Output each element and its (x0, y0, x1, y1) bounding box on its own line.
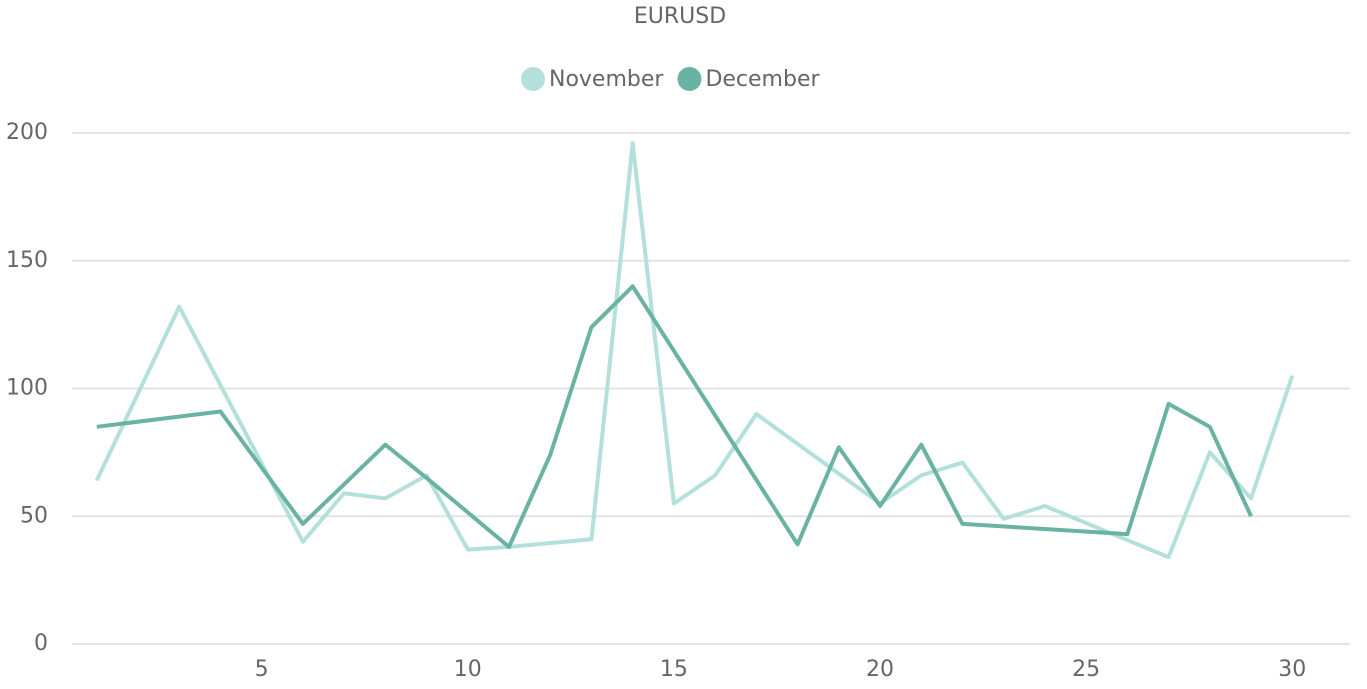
x-tick-label: 25 (1072, 657, 1100, 682)
x-tick-label: 5 (255, 657, 269, 682)
legend-label: November (549, 67, 664, 92)
y-tick-label: 50 (20, 503, 48, 528)
y-tick-label: 150 (6, 248, 48, 273)
series-line (96, 284, 1253, 549)
legend-label: December (705, 67, 820, 92)
x-tick-label: 15 (660, 657, 688, 682)
y-tick-label: 100 (6, 376, 48, 401)
x-tick-label: 20 (866, 657, 894, 682)
x-tick-label: 30 (1278, 657, 1306, 682)
x-tick-label: 10 (454, 657, 482, 682)
y-tick-label: 200 (6, 120, 48, 145)
legend-marker (521, 67, 545, 91)
series-line (94, 141, 1295, 560)
legend-marker (677, 67, 702, 91)
chart-title: EURUSD (634, 4, 726, 29)
y-tick-label: 0 (34, 631, 48, 656)
